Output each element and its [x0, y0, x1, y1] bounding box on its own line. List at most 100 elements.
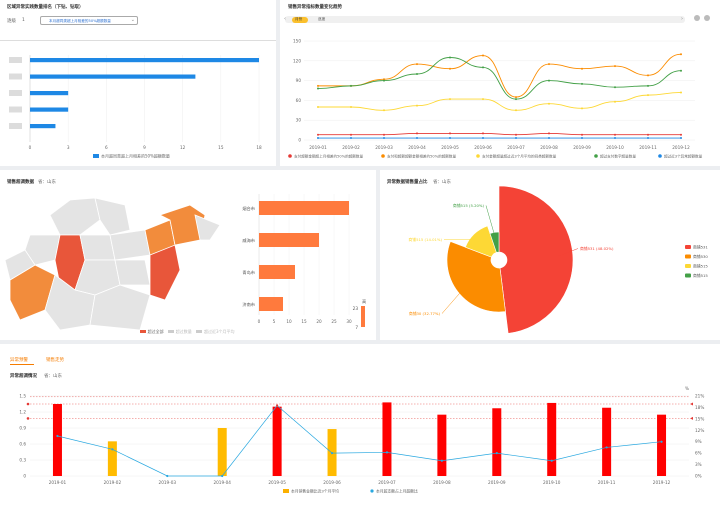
legend-swatch — [168, 329, 175, 334]
x-tick-label: 2019-12 — [672, 145, 690, 150]
series-point — [515, 98, 517, 101]
panel-sales-map: 销售超调数据 省： 山东 超过全部 超过数量 超过近3个月平均 0 — [0, 170, 376, 340]
series-point — [515, 109, 517, 112]
bar — [30, 91, 69, 96]
ratio-point — [440, 459, 443, 462]
series-line — [317, 57, 682, 100]
legend-swatch — [685, 254, 691, 259]
panel1-divider — [0, 40, 276, 41]
category-label-redacted — [9, 90, 22, 96]
category-label: 济南市 — [242, 301, 255, 308]
series-point — [317, 137, 319, 140]
series-point — [581, 82, 583, 85]
legend-swatch — [140, 329, 146, 334]
series-point — [581, 107, 583, 110]
pie-slice — [464, 225, 497, 258]
panel-title: 销售超调数据 — [7, 180, 34, 185]
series-point — [350, 137, 352, 140]
legend-swatch — [685, 245, 691, 249]
panel-trend: 销售异常指标数量变化趋势 ‹ 月份 逐度 › 0 30 60 90 120 150 2019… — [280, 0, 720, 166]
tab-month[interactable] — [292, 16, 308, 23]
x-tick-label: 2019-09 — [573, 145, 591, 150]
x-tick-label: 18 — [256, 145, 262, 150]
rose-pie-chart: 商铺531 (48.02%) 商铺30 (32.77%) 商铺515 (14.01%… — [409, 185, 708, 334]
tab-sales-trend[interactable]: 销售走势 — [46, 358, 64, 363]
series-point — [680, 133, 682, 136]
province-value[interactable]: 山东 — [442, 180, 451, 185]
y-tick-label: 90 — [296, 78, 302, 83]
panel-warning: 异常预警 销售走势 异常超调情况 省： 山东 0 0.3 0.6 0.9 1.2 1.5 0… — [0, 344, 720, 505]
legend-label[interactable]: 超过全部 — [147, 329, 164, 334]
filter-value[interactable]: 1 — [22, 18, 25, 23]
series-point — [317, 133, 319, 136]
label-line — [441, 285, 467, 314]
series-point — [317, 106, 319, 108]
bar — [382, 402, 392, 476]
gauge-max: 23 — [353, 306, 359, 311]
threshold-marker — [690, 402, 693, 406]
bar — [107, 441, 117, 476]
series-point — [449, 56, 451, 59]
category-label: 烟台市 — [242, 205, 255, 212]
legend-label: 支付超额金额超上月相差约50%的超额数量 — [294, 154, 363, 159]
legend-label[interactable]: 超过近3个月平均 — [203, 329, 235, 334]
bar — [259, 201, 349, 215]
chevron-right-icon[interactable]: › — [681, 15, 683, 22]
legend-label: 商铺530 — [693, 254, 708, 259]
series-point — [416, 73, 418, 75]
series-point — [581, 137, 583, 140]
series-point — [548, 63, 550, 66]
tab-quarter-label[interactable]: 逐度 — [318, 17, 326, 21]
x-tick-label: 2019-04 — [213, 480, 231, 485]
legend-marker — [370, 489, 374, 493]
series-point — [350, 106, 352, 108]
chevron-left-icon[interactable]: ‹ — [284, 15, 286, 22]
x-tick-label: 2019-11 — [598, 480, 616, 485]
label-line — [557, 248, 579, 257]
map-region — [89, 284, 151, 331]
download-icon[interactable] — [694, 15, 700, 21]
panel-title: 销售异常指标数量变化趋势 — [288, 5, 342, 10]
settings-icon[interactable] — [704, 15, 710, 21]
x-tick-label: 2019-09 — [488, 480, 506, 485]
x-tick-label: 6 — [105, 145, 108, 150]
x-tick-label: 2019-02 — [342, 145, 360, 150]
tab-warning[interactable]: 异常预警 — [10, 358, 28, 363]
slice-label: 商铺30 (32.77%) — [409, 311, 441, 316]
series-point — [581, 133, 583, 136]
x-tick-label: 25 — [331, 319, 337, 324]
province-value[interactable]: 山东 — [47, 180, 56, 185]
province-label: 省： — [433, 180, 442, 185]
province-value[interactable]: 山东 — [53, 374, 62, 379]
province-map[interactable] — [0, 180, 240, 340]
bar — [30, 124, 56, 129]
series-point — [383, 79, 385, 82]
ratio-point — [605, 446, 608, 449]
legend-label[interactable]: 超过数量 — [175, 329, 192, 334]
series-point — [383, 133, 385, 136]
y-tick-label-right: 12% — [695, 428, 704, 433]
tab-underline — [10, 364, 34, 365]
bar — [30, 58, 259, 63]
trend-line-chart: 0 30 60 90 120 150 2019-01 2019-02 2019-03 2019-0… — [288, 39, 703, 159]
panel-title: 异常超调情况 — [10, 374, 37, 379]
metric-dropdown[interactable]: 本月超同类超上月相差的50%超额数量 ⌄ — [40, 16, 138, 25]
chevron-down-icon: ⌄ — [130, 17, 135, 23]
x-tick-label: 2019-03 — [159, 480, 177, 485]
ratio-point — [56, 434, 59, 438]
series-point — [647, 94, 649, 97]
series-line — [318, 132, 681, 136]
y-unit-right: % — [685, 386, 689, 391]
legend-label: 本月销售金额比近3个月平均 — [291, 489, 339, 494]
x-tick-label: 2019-06 — [323, 480, 341, 485]
threshold-marker — [26, 417, 30, 420]
x-tick-label: 2019-05 — [441, 145, 459, 150]
x-tick-label: 9 — [143, 145, 146, 150]
bar — [492, 408, 502, 476]
y-tick-label-left: 1.2 — [19, 410, 26, 415]
series-point — [317, 84, 319, 87]
y-tick-label-left: 0 — [23, 474, 26, 479]
map-region — [194, 214, 221, 241]
legend-marker — [658, 154, 662, 158]
pie-slice — [446, 241, 506, 313]
